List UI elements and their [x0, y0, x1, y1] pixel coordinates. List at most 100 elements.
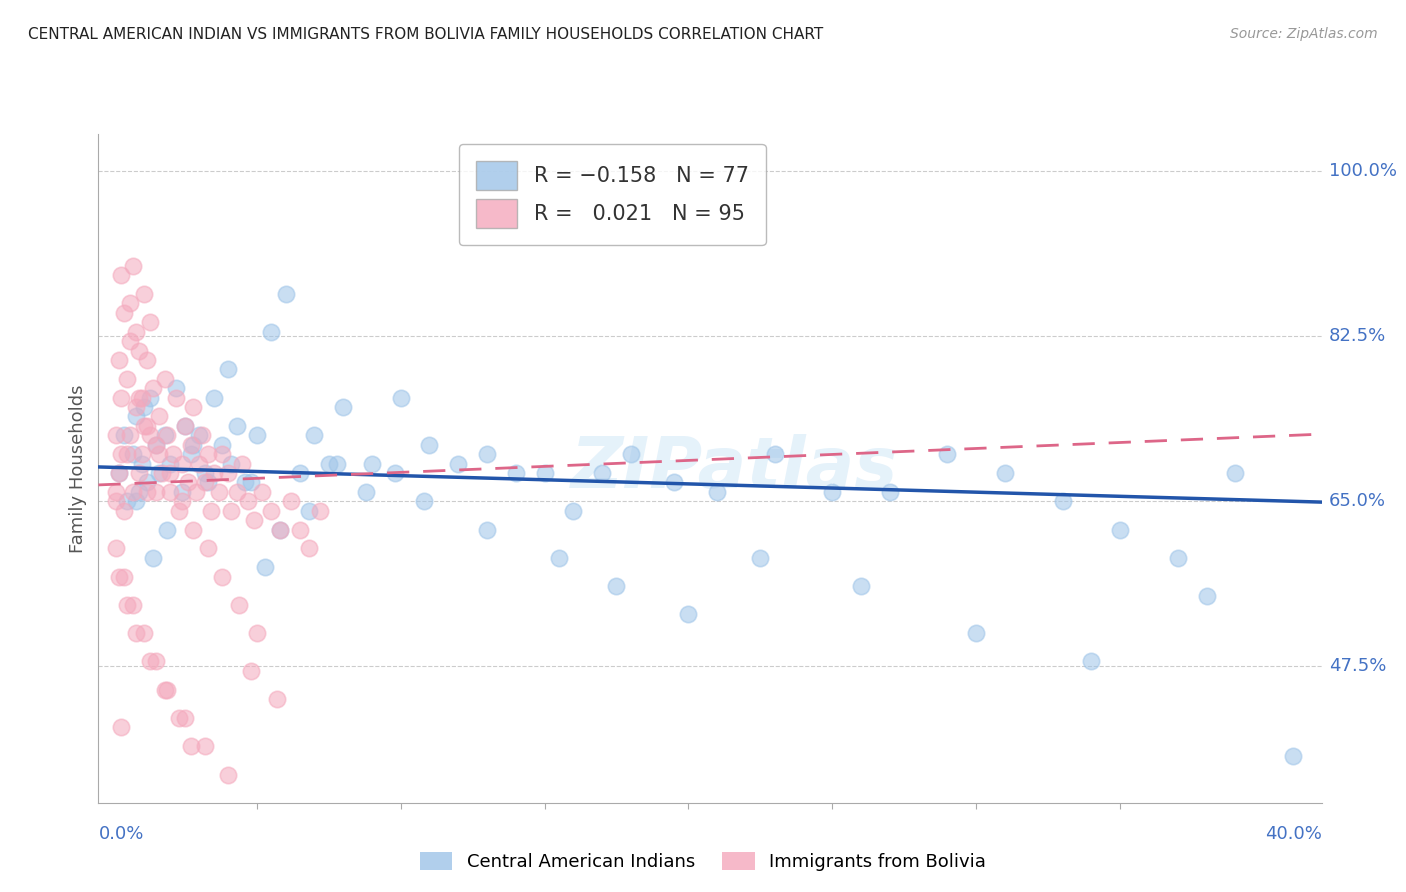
Point: [194, 475, 217, 490]
Point: [180, 438, 202, 452]
Point: [297, 541, 319, 556]
Point: [122, 447, 145, 461]
Point: [107, 569, 129, 583]
Point: [136, 484, 159, 499]
Point: [112, 428, 135, 442]
Point: [219, 457, 242, 471]
Point: [879, 484, 901, 499]
Point: [188, 428, 211, 442]
Point: [145, 655, 167, 669]
Point: [389, 391, 412, 405]
Point: [153, 372, 176, 386]
Point: [112, 504, 135, 518]
Point: [167, 711, 190, 725]
Legend: R = −0.158   N = 77, R =   0.021   N = 95: R = −0.158 N = 77, R = 0.021 N = 95: [458, 145, 765, 244]
Point: [200, 504, 222, 518]
Point: [110, 720, 132, 734]
Point: [821, 484, 844, 499]
Point: [156, 428, 179, 442]
Text: 0.0%: 0.0%: [98, 825, 143, 843]
Point: [936, 447, 959, 461]
Point: [145, 484, 167, 499]
Text: CENTRAL AMERICAN INDIAN VS IMMIGRANTS FROM BOLIVIA FAMILY HOUSEHOLDS CORRELATION: CENTRAL AMERICAN INDIAN VS IMMIGRANTS FR…: [28, 27, 824, 42]
Point: [591, 466, 613, 480]
Point: [110, 447, 132, 461]
Point: [142, 550, 165, 565]
Point: [269, 523, 291, 537]
Point: [165, 391, 187, 405]
Text: 65.0%: 65.0%: [1329, 492, 1386, 510]
Point: [475, 447, 498, 461]
Point: [1109, 523, 1132, 537]
Point: [1225, 466, 1247, 480]
Point: [706, 484, 728, 499]
Point: [170, 494, 193, 508]
Point: [139, 315, 162, 329]
Point: [233, 475, 256, 490]
Point: [183, 400, 205, 414]
Point: [208, 484, 231, 499]
Point: [562, 504, 585, 518]
Point: [246, 428, 269, 442]
Point: [1052, 494, 1074, 508]
Point: [120, 428, 142, 442]
Text: 82.5%: 82.5%: [1329, 327, 1386, 345]
Point: [418, 438, 440, 452]
Point: [148, 447, 170, 461]
Point: [128, 466, 150, 480]
Point: [107, 466, 129, 480]
Point: [104, 541, 127, 556]
Point: [194, 466, 217, 480]
Point: [309, 504, 332, 518]
Point: [304, 428, 326, 442]
Point: [170, 484, 193, 499]
Point: [211, 438, 233, 452]
Point: [165, 381, 187, 395]
Point: [176, 475, 198, 490]
Point: [194, 739, 217, 754]
Point: [183, 523, 205, 537]
Point: [239, 475, 262, 490]
Point: [173, 711, 195, 725]
Point: [136, 475, 159, 490]
Point: [225, 484, 247, 499]
Point: [104, 484, 127, 499]
Point: [125, 494, 148, 508]
Point: [112, 569, 135, 583]
Point: [225, 418, 247, 433]
Point: [110, 391, 132, 405]
Point: [662, 475, 685, 490]
Point: [548, 550, 571, 565]
Point: [167, 504, 190, 518]
Text: 47.5%: 47.5%: [1329, 657, 1386, 675]
Point: [139, 428, 162, 442]
Point: [217, 466, 239, 480]
Point: [243, 513, 266, 527]
Point: [134, 400, 156, 414]
Point: [254, 560, 277, 574]
Point: [128, 484, 150, 499]
Point: [1195, 589, 1218, 603]
Text: 100.0%: 100.0%: [1329, 162, 1396, 180]
Point: [217, 767, 239, 781]
Y-axis label: Family Households: Family Households: [69, 384, 87, 552]
Point: [128, 391, 150, 405]
Point: [620, 447, 643, 461]
Point: [153, 682, 176, 697]
Point: [120, 296, 142, 310]
Point: [104, 428, 127, 442]
Point: [128, 343, 150, 358]
Point: [134, 626, 156, 640]
Point: [180, 447, 202, 461]
Point: [197, 541, 219, 556]
Point: [153, 428, 176, 442]
Point: [122, 598, 145, 612]
Point: [148, 409, 170, 424]
Point: [186, 484, 208, 499]
Point: [159, 457, 181, 471]
Point: [288, 523, 311, 537]
Point: [678, 607, 700, 622]
Point: [994, 466, 1017, 480]
Point: [1167, 550, 1189, 565]
Point: [197, 475, 219, 490]
